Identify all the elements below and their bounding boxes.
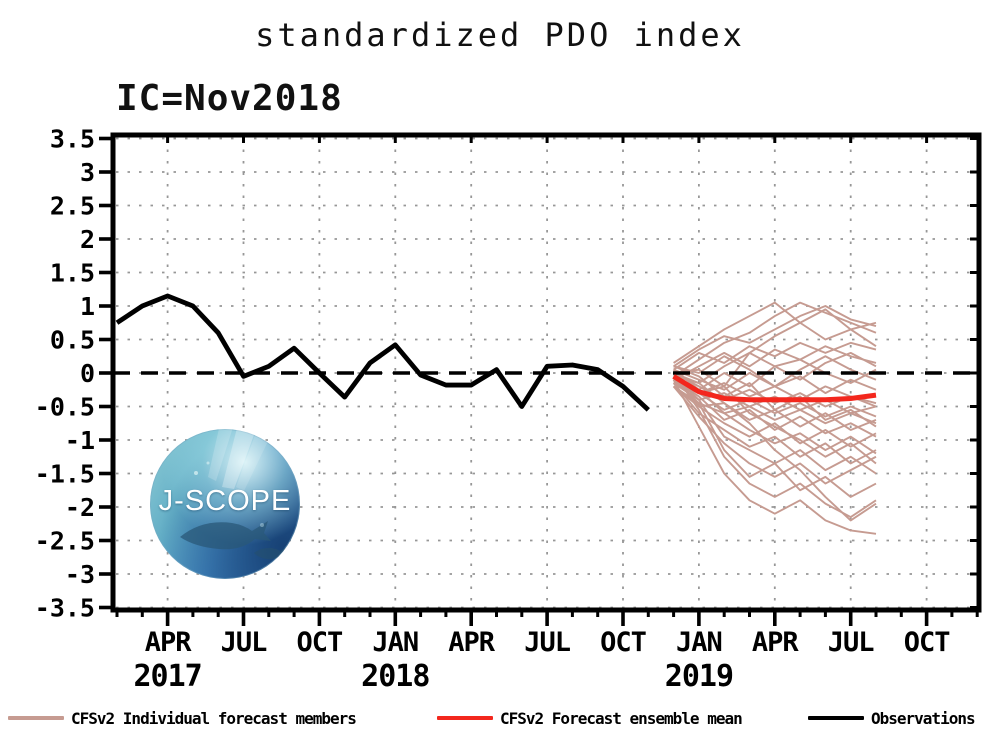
forecast-member-line: [672, 379, 877, 498]
small-fish-icon: [254, 547, 288, 560]
forecast-member-line: [673, 345, 877, 381]
light-ray: [208, 429, 234, 481]
bubble: [260, 523, 264, 527]
legend-item-ensemble-mean: CFSv2 Forecast ensemble mean: [437, 703, 743, 733]
legend-line-swatch-observations: [808, 716, 864, 720]
y-tick-label: -2: [65, 493, 95, 522]
x-tick-label: OCT: [904, 627, 951, 658]
legend-label-ensemble-mean: CFSv2 Forecast ensemble mean: [500, 708, 743, 728]
x-tick-label: JUL: [524, 627, 571, 658]
forecast-member-line: [673, 301, 877, 378]
forecast-member-line: [673, 378, 877, 438]
y-tick-label: 0: [80, 359, 95, 388]
forecast-member-line: [673, 375, 877, 522]
y-tick-label: 3: [80, 158, 95, 187]
chart-title: standardized PDO index: [255, 16, 745, 54]
initial-condition-label: IC=Nov2018: [116, 78, 343, 119]
y-tick-label: -1.5: [35, 460, 95, 489]
legend-line-swatch-mean: [437, 716, 493, 720]
chart-legend: CFSv2 Individual forecast members CFSv2 …: [0, 703, 1000, 733]
y-tick-label: 0.5: [50, 326, 95, 355]
bubble: [206, 461, 210, 465]
y-tick-label: -1: [65, 426, 95, 455]
y-tick-label: 2.5: [50, 192, 95, 221]
forecast-member-line: [673, 301, 877, 364]
x-tick-label: JUL: [221, 627, 268, 658]
y-tick-label: -3.5: [35, 594, 95, 623]
jscope-logo: J-SCOPE: [150, 429, 300, 579]
y-tick-label: -3: [65, 560, 95, 589]
legend-item-observations: Observations: [808, 703, 976, 733]
y-tick-label: -0.5: [35, 393, 95, 422]
forecast-member-line: [673, 341, 877, 371]
pdo-index-plot: -3.5 -3 -2.5 -2 -1.5 -1 -0.5 0 0.5 1 1.5 2 2.5 3 3.5 AP…: [35, 125, 982, 694]
forecast-member-line: [673, 321, 877, 388]
forecast-member-line: [673, 382, 877, 465]
x-tick-label: OCT: [600, 627, 647, 658]
legend-line-swatch-members: [8, 716, 64, 720]
year-label: 2018: [361, 659, 429, 694]
ensemble-mean-line: [672, 374, 877, 403]
x-tick-label: APR: [145, 627, 193, 658]
forecast-member-line: [673, 365, 877, 428]
observations-line: [115, 293, 650, 412]
x-tick-label: JUL: [828, 627, 875, 658]
year-label: 2017: [133, 659, 201, 694]
y-tick-label: 1: [80, 292, 95, 321]
forecast-member-line: [673, 305, 877, 368]
fish-icon: [180, 521, 271, 550]
jscope-logo-text: J-SCOPE: [158, 485, 292, 517]
y-tick-label: 2: [80, 225, 95, 254]
y-tick-label: 1.5: [50, 259, 95, 288]
x-tick-label: OCT: [297, 627, 344, 658]
light-ray: [236, 429, 272, 491]
x-tick-label: JAN: [676, 627, 722, 658]
y-tick-label: -2.5: [35, 527, 95, 556]
legend-label-observations: Observations: [871, 708, 976, 728]
bubble: [194, 471, 198, 475]
legend-label-members: CFSv2 Individual forecast members: [71, 708, 357, 728]
jscope-logo-art: [180, 429, 288, 560]
year-label: 2019: [665, 659, 733, 694]
y-tick-label: 3.5: [50, 125, 95, 154]
legend-item-members: CFSv2 Individual forecast members: [8, 703, 357, 733]
light-ray: [222, 429, 258, 489]
forecast-member-line: [673, 368, 877, 455]
x-tick-label: APR: [752, 627, 800, 658]
x-tick-label: JAN: [372, 627, 418, 658]
x-tick-label: APR: [448, 627, 496, 658]
forecast-member-line: [673, 385, 877, 425]
forecast-member-line: [672, 379, 877, 535]
